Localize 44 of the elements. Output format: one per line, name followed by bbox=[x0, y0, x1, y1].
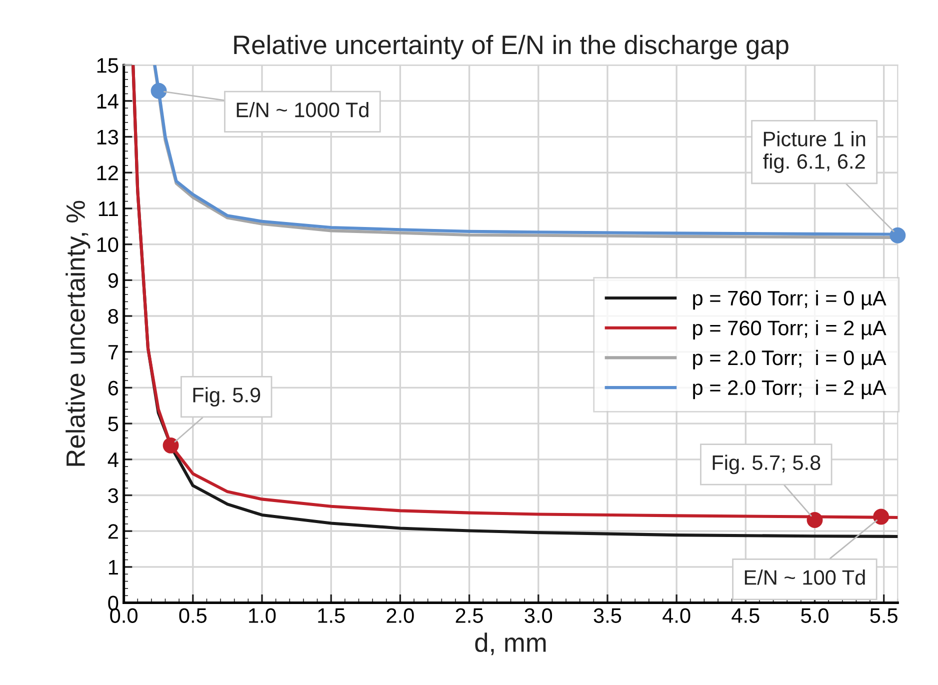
x-tick-label: 5.0 bbox=[801, 608, 828, 623]
x-tick-label: 0.0 bbox=[110, 608, 138, 623]
x-axis-title: d, mm bbox=[475, 632, 546, 656]
annotation: Fig. 5.7; 5.8 bbox=[712, 454, 820, 474]
x-tick-label: 4.0 bbox=[662, 608, 690, 623]
point bbox=[806, 512, 823, 528]
annotation: Picture 1 in fig. 6.1, 6.2 bbox=[763, 131, 866, 173]
x-tick-label: 2.0 bbox=[386, 608, 414, 623]
y-tick-label: 13 bbox=[97, 130, 118, 145]
y-tick-label: 15 bbox=[97, 58, 118, 73]
chart-title: Relative uncertainty of E/N in the discharge gap bbox=[234, 34, 788, 60]
y-tick-label: 11 bbox=[98, 202, 118, 216]
x-tick-label: 3.5 bbox=[594, 608, 622, 623]
x-tick-label: 2.5 bbox=[456, 608, 483, 623]
point bbox=[873, 508, 890, 525]
y-tick-label: 7 bbox=[108, 345, 118, 360]
y-axis-title: Relative uncertainty, % bbox=[66, 200, 90, 466]
y-tick-label: 5 bbox=[108, 416, 118, 432]
x-tick-label: 5.5 bbox=[870, 608, 898, 623]
x-tick-label: 4.5 bbox=[732, 608, 760, 623]
y-tick-label: 10 bbox=[97, 237, 118, 252]
y-tick-label: 3 bbox=[108, 488, 118, 504]
y-tick-label: 6 bbox=[108, 380, 118, 396]
y-tick-label: 14 bbox=[97, 94, 118, 108]
y-tick-label: 1 bbox=[108, 560, 118, 574]
x-tick-label: 1.0 bbox=[249, 608, 276, 623]
x-tick-label: 0.5 bbox=[179, 608, 207, 623]
y-tick-label: 12 bbox=[97, 166, 118, 180]
y-tick-label: 8 bbox=[108, 309, 118, 324]
y-tick-label: 4 bbox=[108, 452, 118, 467]
annotation: E/N ~ 1000 Td bbox=[236, 102, 368, 118]
y-tick-label: 2 bbox=[108, 524, 118, 539]
annotation: Fig. 5.9 bbox=[193, 387, 260, 407]
point bbox=[150, 82, 167, 99]
legend-label: p = 760 Torr; i = 2 µA bbox=[693, 320, 886, 340]
legend-label: p = 2.0 Torr; i = 0 µA bbox=[693, 350, 886, 370]
annotation: E/N ~ 100 Td bbox=[744, 570, 865, 585]
point bbox=[890, 227, 906, 244]
y-tick-label: 9 bbox=[108, 273, 118, 288]
legend-label: p = 2.0 Torr; i = 2 µA bbox=[693, 380, 886, 400]
legend-label: p = 760 Torr; i = 0 µA bbox=[693, 290, 886, 310]
x-tick-label: 1.5 bbox=[318, 608, 345, 623]
point bbox=[162, 437, 179, 454]
x-tick-label: 3.0 bbox=[524, 608, 552, 623]
